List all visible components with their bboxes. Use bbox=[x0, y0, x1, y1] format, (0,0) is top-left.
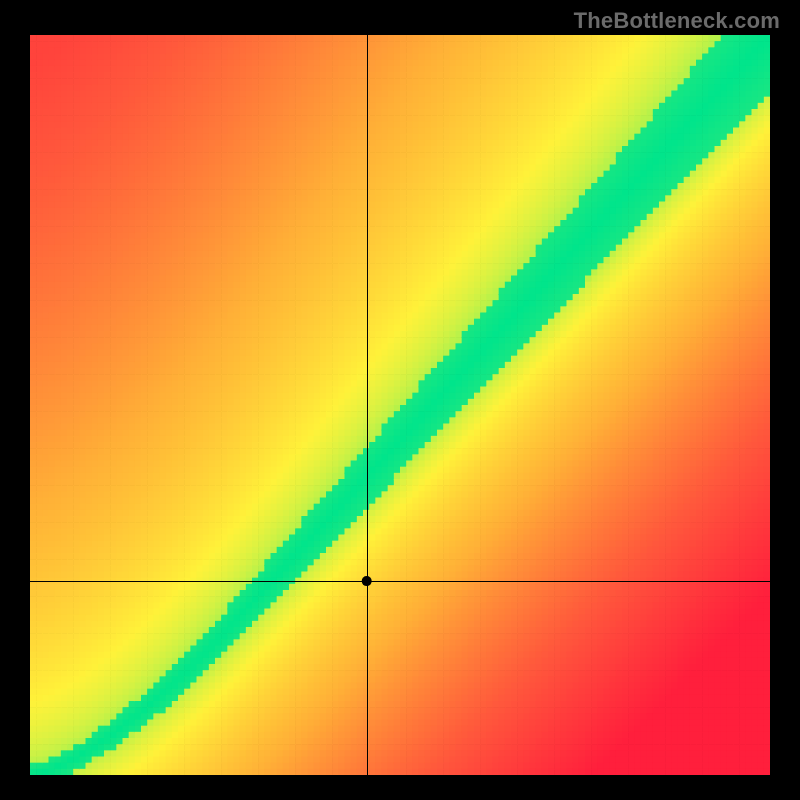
heatmap-canvas bbox=[30, 35, 770, 775]
watermark-text: TheBottleneck.com bbox=[574, 8, 780, 34]
plot-area bbox=[30, 35, 770, 775]
frame: TheBottleneck.com bbox=[0, 0, 800, 800]
